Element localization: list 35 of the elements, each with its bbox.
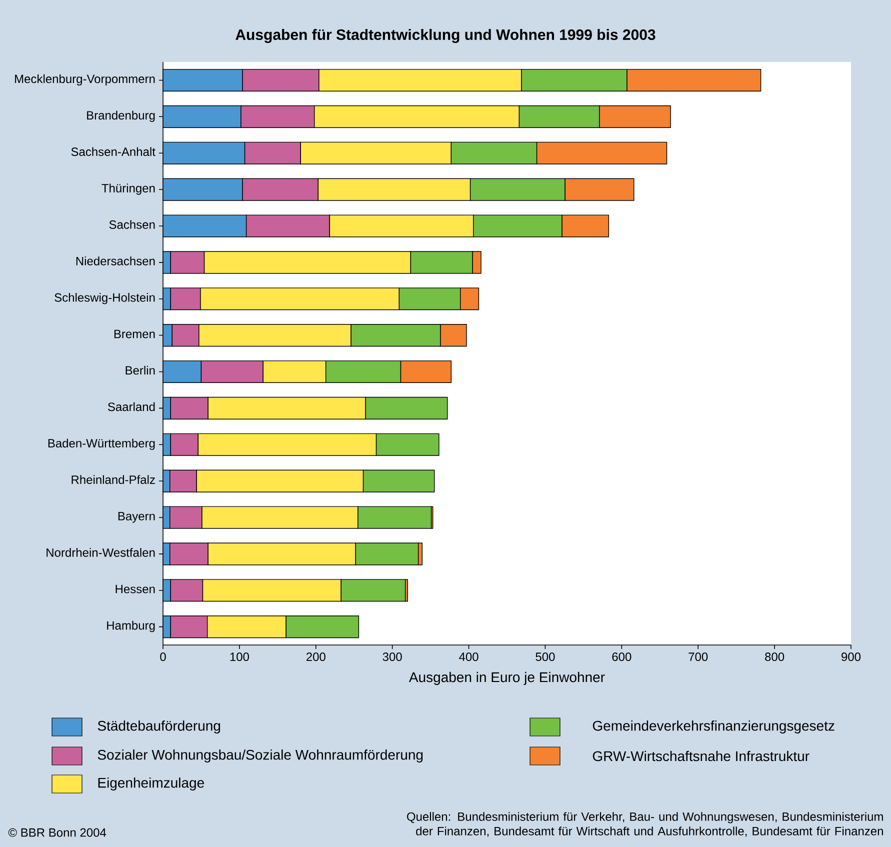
y-tick-label: Saarland xyxy=(108,402,155,412)
x-tick-label: 400 xyxy=(459,652,478,662)
x-tick-label: 700 xyxy=(688,652,708,662)
y-tick-label: Niedersachsen xyxy=(76,256,155,266)
x-tick-label: 0 xyxy=(160,652,166,662)
x-axis-title: Ausgaben in Euro je Einwohner xyxy=(408,672,605,685)
x-tick-label: 900 xyxy=(842,652,861,662)
chart-title: Ausgaben für Stadtentwicklung und Wohnen 1999 bis 2003 xyxy=(236,28,656,44)
x-tick-label: 800 xyxy=(765,652,784,662)
x-tick-label: 100 xyxy=(230,652,249,662)
y-tick-label: Sachsen-Anhalt xyxy=(71,147,156,156)
source-note: Quellen: Bundesministerium für Verkehr, Bau- und Wohnungswesen, Bundesministerium der Finanzen, Bundesamt für Wirtschaft und Ausfuhrkontrolle, Bundesamt für Finanzen xyxy=(407,812,883,837)
y-tick-label: Bremen xyxy=(114,330,155,338)
legend-label: GRW-Wirtschaftsnahe Infrastruktur xyxy=(592,750,810,762)
text: © BBR Bonn 2004 xyxy=(8,828,106,837)
y-tick-label: Berlin xyxy=(126,366,155,375)
y-tick-label: Brandenburg xyxy=(87,110,155,122)
y-tick-label: Nordrhein-Westfalen xyxy=(46,548,155,557)
y-tick-label: Sachsen xyxy=(109,220,155,229)
legend-label: Sozialer Wohnungsbau/Soziale Wohnraumförderung xyxy=(98,749,423,763)
y-tick-label: Hamburg xyxy=(107,620,155,632)
x-tick-label: 500 xyxy=(536,652,555,662)
legend-label: Städtebauförderung xyxy=(98,720,220,734)
legend-label: Eigenheimzulage xyxy=(98,777,204,791)
x-tick-label: 300 xyxy=(382,652,402,662)
legend-label: Gemeindeverkehrsfinanzierungsgesetz xyxy=(592,720,834,734)
y-tick-label: Rheinland-Pfalz xyxy=(72,475,155,484)
y-tick-label: Bayern xyxy=(118,512,155,523)
x-tick-label: 600 xyxy=(612,652,632,662)
y-tick-label: Mecklenburg-Vorpommern xyxy=(15,74,155,86)
y-tick-label: Schleswig-Holstein xyxy=(54,292,155,304)
y-tick-label: Baden-Württemberg xyxy=(48,438,155,450)
y-tick-label: Hessen xyxy=(116,584,155,594)
x-tick-label: 200 xyxy=(306,652,326,662)
y-tick-label: Thüringen xyxy=(102,184,155,195)
